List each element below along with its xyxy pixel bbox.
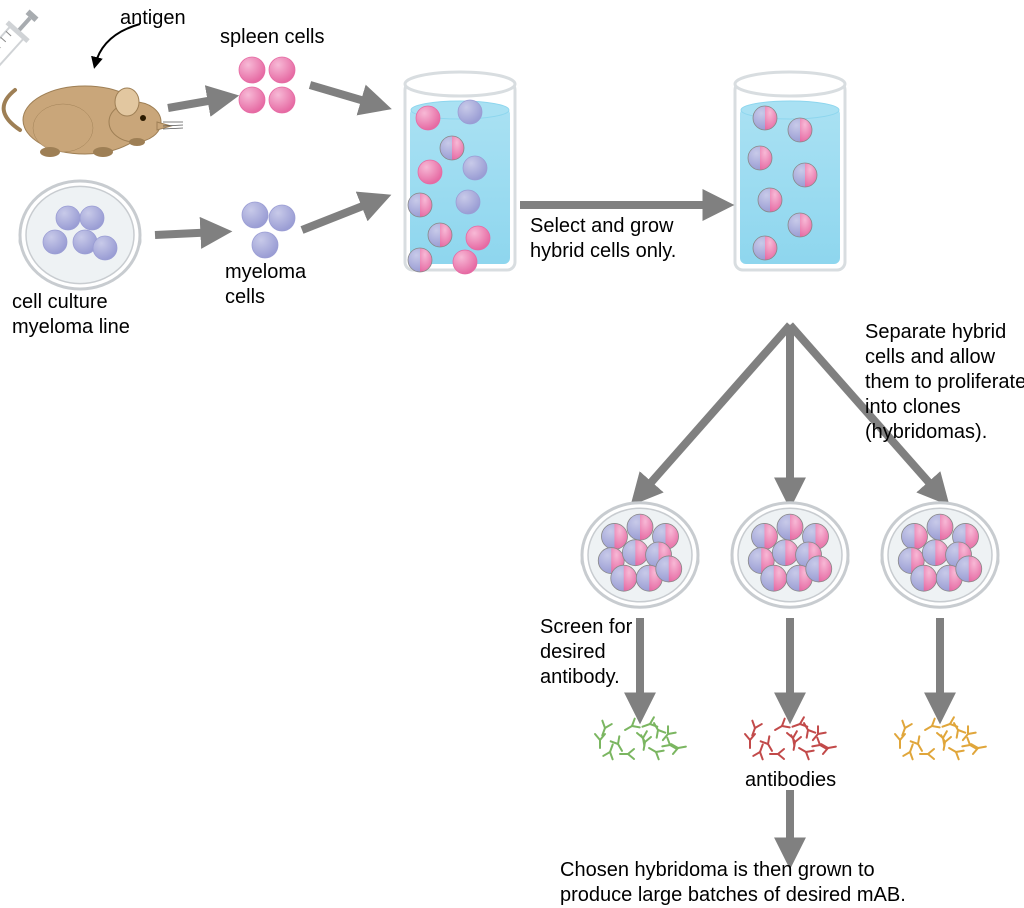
mouse-icon <box>4 86 183 157</box>
select-grow-label: Select and grow hybrid cells only. <box>530 214 676 264</box>
myeloma-cells-cluster <box>242 202 295 258</box>
selection-beaker <box>735 72 845 270</box>
spleen-cells-label: spleen cells <box>220 25 325 50</box>
hybridoma-dishes <box>582 503 998 607</box>
diagram-canvas: antigen spleen cells cell culture myelom… <box>0 0 1024 905</box>
culture-label: cell culture myeloma line <box>12 290 130 340</box>
antibody-clusters <box>595 717 987 759</box>
myeloma-culture-dish <box>20 181 140 289</box>
antigen-label: antigen <box>120 6 186 31</box>
antibodies-label: antibodies <box>745 768 836 793</box>
diagram-svg <box>0 0 1024 905</box>
screen-label: Screen for desired antibody. <box>540 615 632 690</box>
screen-arrows <box>640 618 940 710</box>
chosen-label: Chosen hybridoma is then grown to produc… <box>560 858 906 908</box>
myeloma-cells-label: myeloma cells <box>225 260 306 310</box>
fusion-beaker <box>405 72 515 274</box>
separate-label: Separate hybrid cells and allow them to … <box>865 320 1024 445</box>
spleen-cells-cluster <box>239 57 295 113</box>
